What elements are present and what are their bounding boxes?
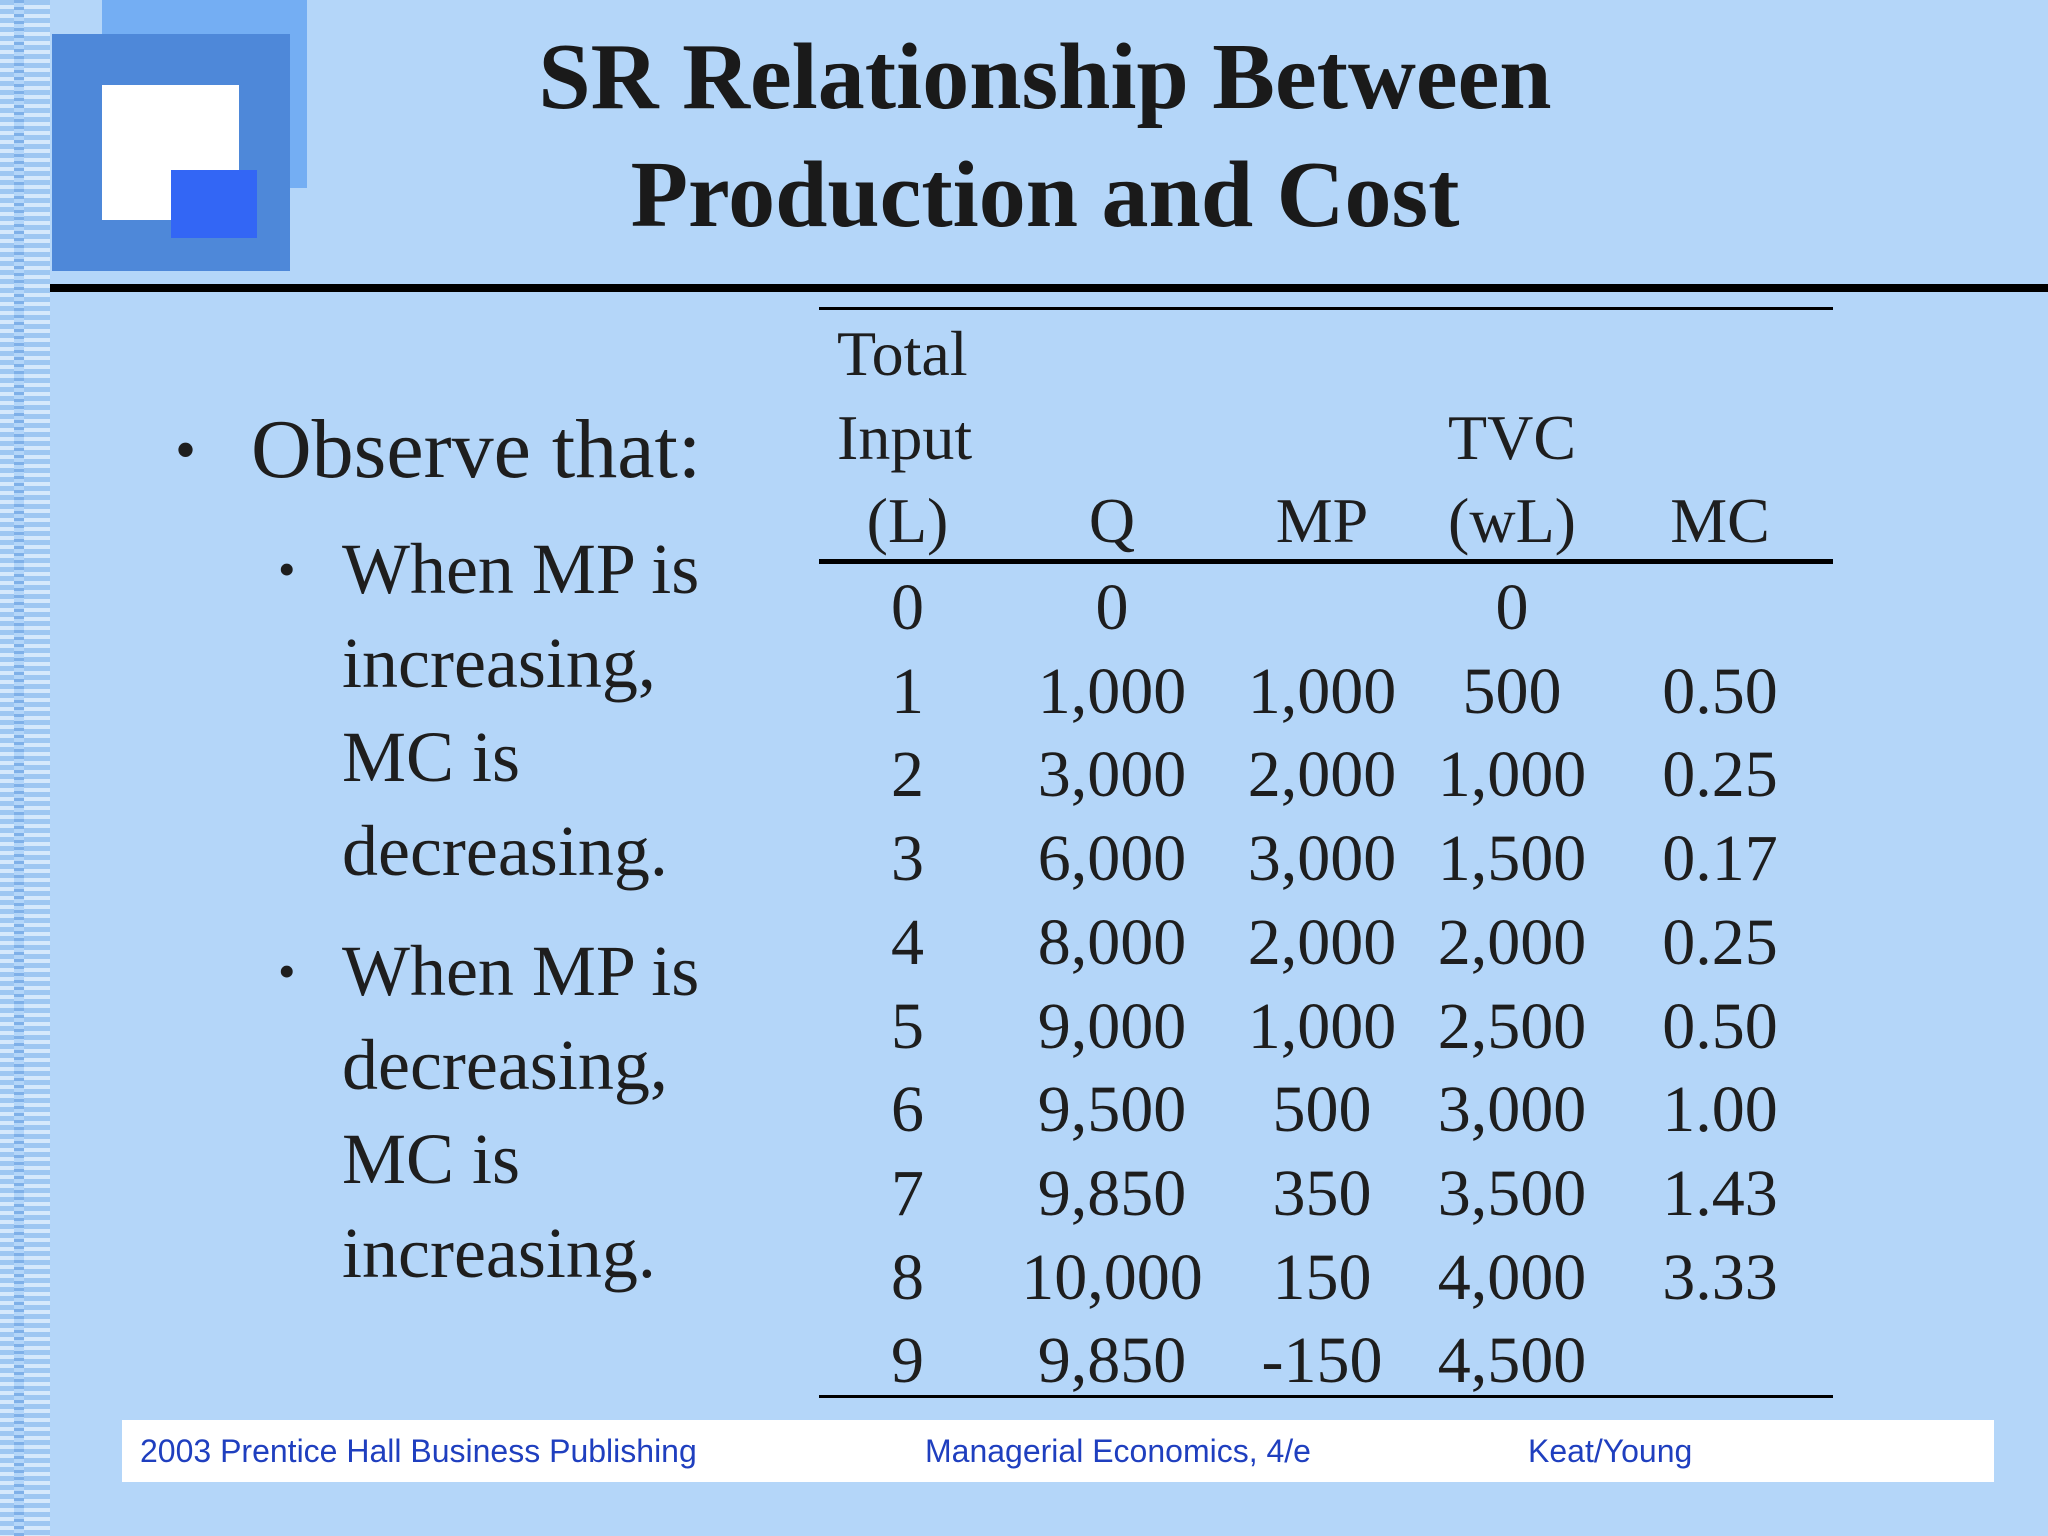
- cell-tvc: 3,500: [1437, 1156, 1587, 1230]
- cell-l: 1: [891, 654, 924, 728]
- cell-l: 7: [891, 1156, 924, 1230]
- cell-mc: 1.43: [1662, 1156, 1778, 1230]
- header-wl: (wL): [1448, 485, 1576, 556]
- cell-mp: 1,000: [1247, 989, 1397, 1063]
- cell-mc: 0.17: [1662, 822, 1778, 896]
- table-header-rule: [819, 559, 1833, 564]
- cell-mp: 350: [1272, 1156, 1372, 1230]
- title-divider: [50, 284, 2048, 292]
- cell-q: 1,000: [1037, 654, 1187, 728]
- cell-tvc: 500: [1462, 654, 1562, 728]
- cell-tvc: 2,500: [1437, 989, 1587, 1063]
- cell-mp: 2,000: [1247, 738, 1397, 812]
- cell-mc: 0.50: [1662, 989, 1778, 1063]
- cell-tvc: 4,500: [1437, 1324, 1587, 1398]
- bullet-dot-icon: •: [175, 417, 197, 483]
- header-tvc: TVC: [1448, 402, 1576, 473]
- header-input: Input: [837, 402, 973, 473]
- cell-q: 9,850: [1037, 1324, 1187, 1398]
- cell-mc: 3.33: [1662, 1240, 1778, 1314]
- cell-q: 3,000: [1037, 738, 1187, 812]
- bullet-dot-icon: •: [278, 943, 296, 999]
- cell-mp: 3,000: [1247, 822, 1397, 896]
- footer-authors: Keat/Young: [1528, 1433, 1693, 1469]
- cell-q: 0: [1095, 571, 1129, 644]
- header-mc: MC: [1670, 485, 1770, 556]
- cell-mp: 2,000: [1247, 905, 1397, 979]
- cell-l: 0: [891, 571, 924, 644]
- cell-q: 8,000: [1037, 905, 1187, 979]
- cell-tvc: 4,000: [1437, 1240, 1587, 1314]
- header-q: Q: [1088, 485, 1136, 556]
- sub-bullet-text: When MP is decreasing, MC is increasing.: [342, 931, 700, 1293]
- title-line-1: SR Relationship Between: [538, 25, 1552, 129]
- cell-q: 9,500: [1037, 1073, 1187, 1147]
- cell-tvc: 0: [1495, 571, 1529, 644]
- cell-l: 6: [891, 1073, 924, 1147]
- cell-tvc: 1,500: [1437, 822, 1587, 896]
- sub-bullet-text: When MP is increasing, MC is decreasing.: [342, 529, 700, 891]
- cell-tvc: 1,000: [1437, 738, 1587, 812]
- main-bullet-text: Observe that:: [251, 403, 702, 496]
- header-mp: MP: [1275, 485, 1369, 556]
- cell-mc: 0.25: [1662, 905, 1778, 979]
- cell-q: 10,000: [1021, 1240, 1203, 1314]
- cell-mc: 0.25: [1662, 738, 1778, 812]
- table-top-rule: [819, 307, 1833, 310]
- cell-l: 4: [891, 905, 924, 979]
- left-decorative-strip: [0, 0, 50, 1536]
- cell-l: 3: [891, 822, 924, 896]
- title-line-2: Production and Cost: [630, 143, 1460, 247]
- header-total: Total: [837, 318, 968, 389]
- footer-bar: 2003 Prentice Hall Business Publishing M…: [122, 1420, 1994, 1482]
- header-l: (L): [866, 485, 949, 556]
- cell-mp: 500: [1272, 1073, 1372, 1147]
- slide-title: SR Relationship Between Production and C…: [380, 18, 1710, 254]
- decorative-square: [171, 170, 257, 238]
- cell-mc: 1.00: [1662, 1073, 1778, 1147]
- cell-q: 9,000: [1037, 989, 1187, 1063]
- cell-l: 2: [891, 738, 924, 812]
- cell-q: 6,000: [1037, 822, 1187, 896]
- bullet-dot-icon: •: [278, 541, 296, 597]
- footer-publisher: 2003 Prentice Hall Business Publishing: [140, 1433, 697, 1469]
- table-bottom-rule: [819, 1395, 1833, 1398]
- cell-mp: -150: [1261, 1324, 1383, 1398]
- footer-book: Managerial Economics, 4/e: [925, 1433, 1311, 1469]
- cell-mp: 1,000: [1247, 654, 1397, 728]
- cell-mc: 0.50: [1662, 654, 1778, 728]
- cell-l: 8: [891, 1240, 924, 1314]
- cell-tvc: 3,000: [1437, 1073, 1587, 1147]
- cell-l: 5: [891, 989, 924, 1063]
- cell-q: 9,850: [1037, 1156, 1187, 1230]
- cell-mp: 150: [1272, 1240, 1372, 1314]
- cell-tvc: 2,000: [1437, 905, 1587, 979]
- cell-l: 9: [891, 1324, 924, 1398]
